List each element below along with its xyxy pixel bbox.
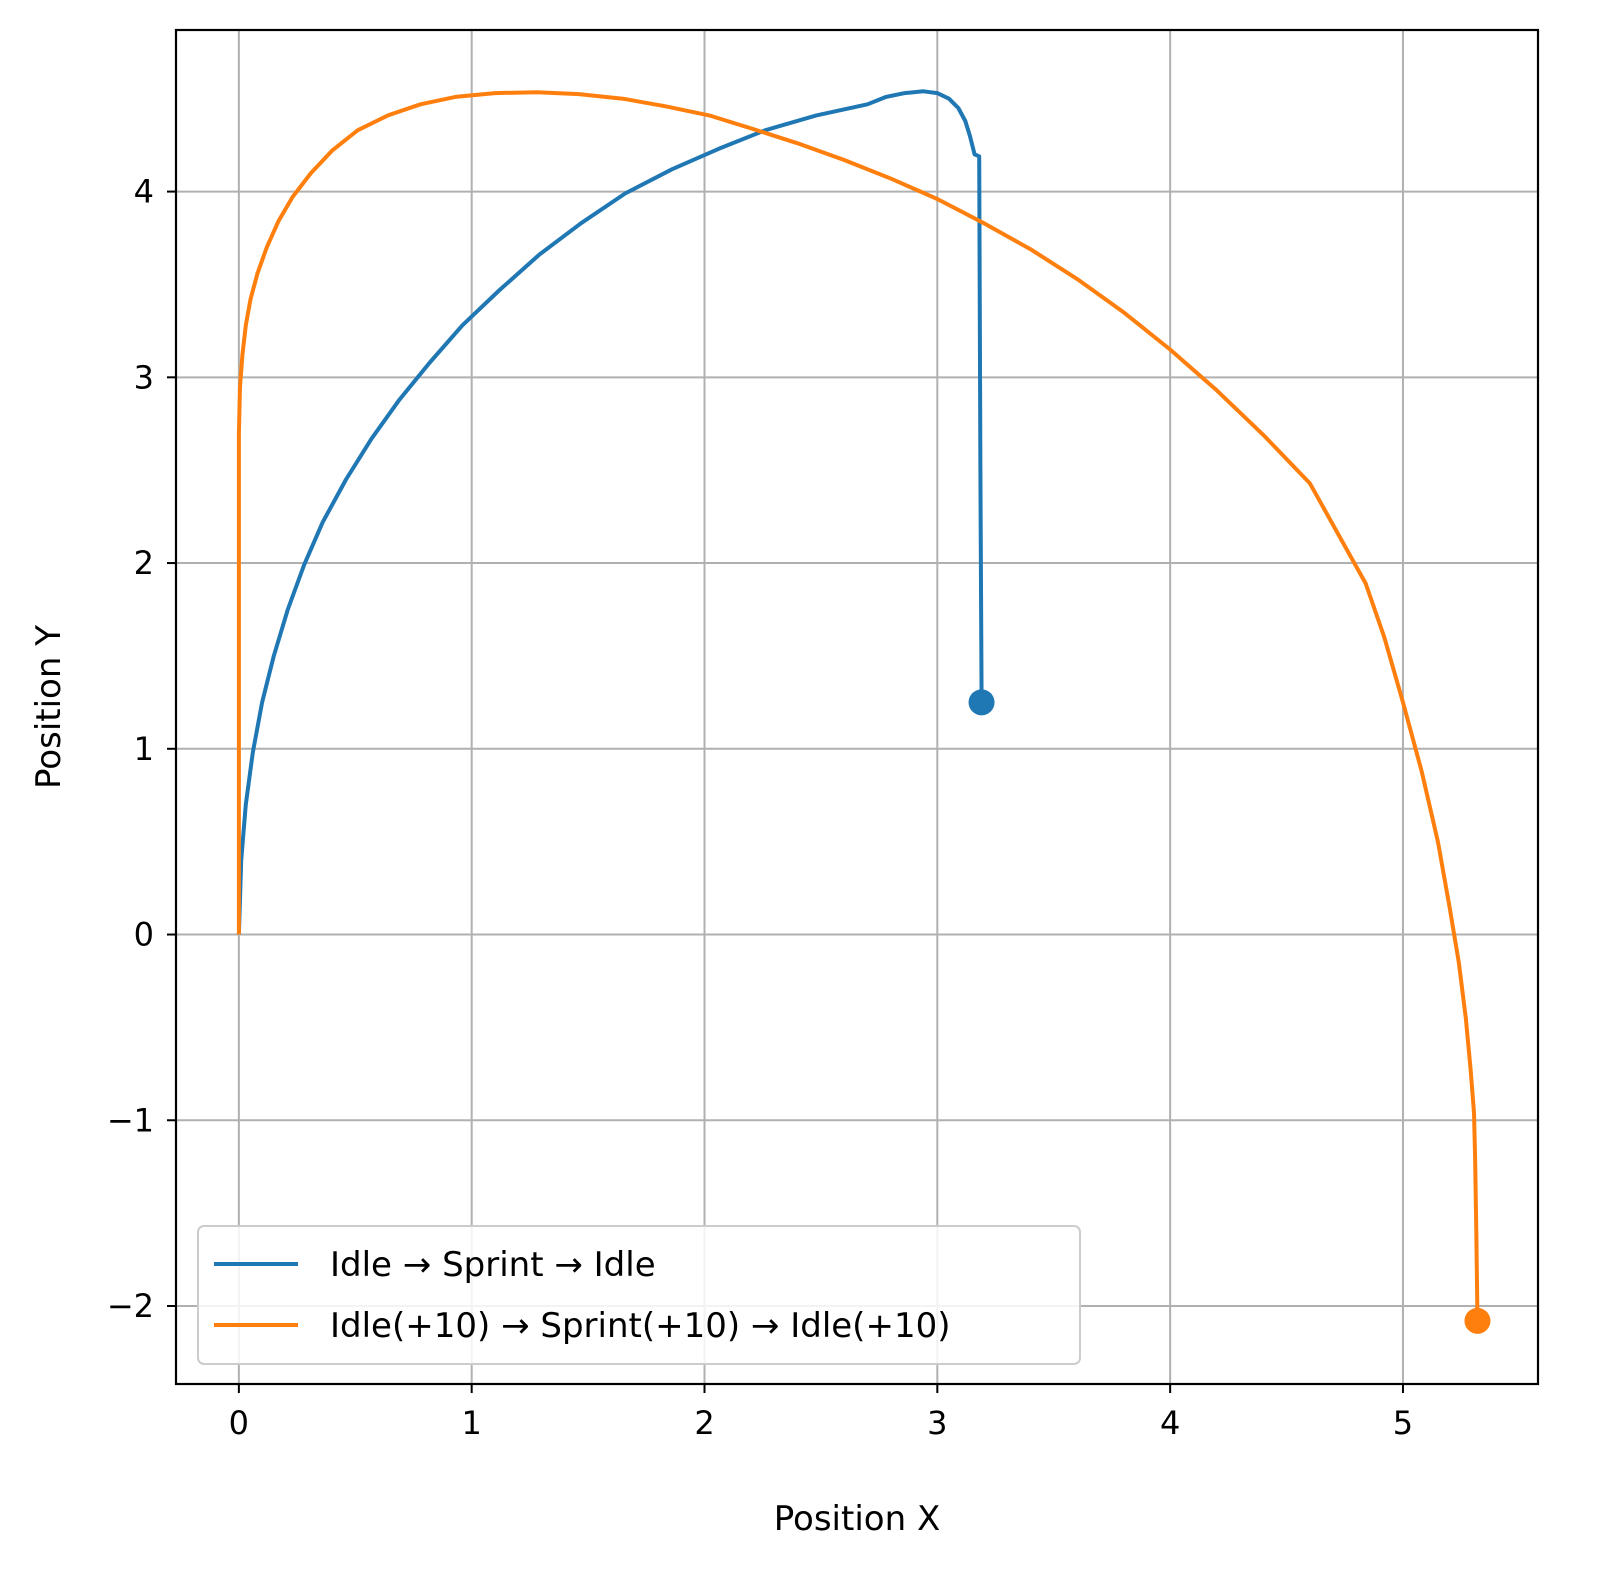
y-tick-label: 2 xyxy=(134,544,154,582)
x-tick-label: 3 xyxy=(927,1404,947,1442)
series-line-2 xyxy=(236,90,1480,1321)
y-axis-label: Position Y xyxy=(29,625,69,789)
x-axis-ticks: 0 1 2 3 4 5 xyxy=(229,1384,1413,1442)
y-axis-ticks: −2 −1 0 1 2 3 4 xyxy=(107,173,176,1325)
y-tick-label: 4 xyxy=(134,173,154,211)
series-end-marker-1 xyxy=(968,689,995,716)
plot-lines xyxy=(236,89,1491,1334)
x-tick-label: 1 xyxy=(462,1404,482,1442)
legend-label-series-1: Idle → Sprint → Idle xyxy=(330,1245,656,1285)
y-tick-label: −2 xyxy=(107,1287,154,1325)
legend: Idle → Sprint → Idle Idle(+10) → Sprint(… xyxy=(197,1225,1081,1365)
grid xyxy=(176,30,1538,1384)
y-tick-label: 0 xyxy=(134,916,154,954)
y-tick-label: 3 xyxy=(134,358,154,396)
legend-label-series-2: Idle(+10) → Sprint(+10) → Idle(+10) xyxy=(330,1306,950,1346)
y-tick-label: −1 xyxy=(107,1101,154,1139)
x-tick-label: 0 xyxy=(229,1404,249,1442)
x-tick-label: 4 xyxy=(1160,1404,1180,1442)
y-tick-label: 1 xyxy=(134,730,154,768)
plot-frame xyxy=(174,28,1540,1386)
series-end-marker-2 xyxy=(1464,1307,1491,1334)
series-line-1 xyxy=(236,89,984,935)
x-tick-label: 5 xyxy=(1393,1404,1413,1442)
x-tick-label: 2 xyxy=(694,1404,714,1442)
legend-box xyxy=(197,1225,1081,1365)
x-axis-label: Position X xyxy=(774,1499,940,1539)
